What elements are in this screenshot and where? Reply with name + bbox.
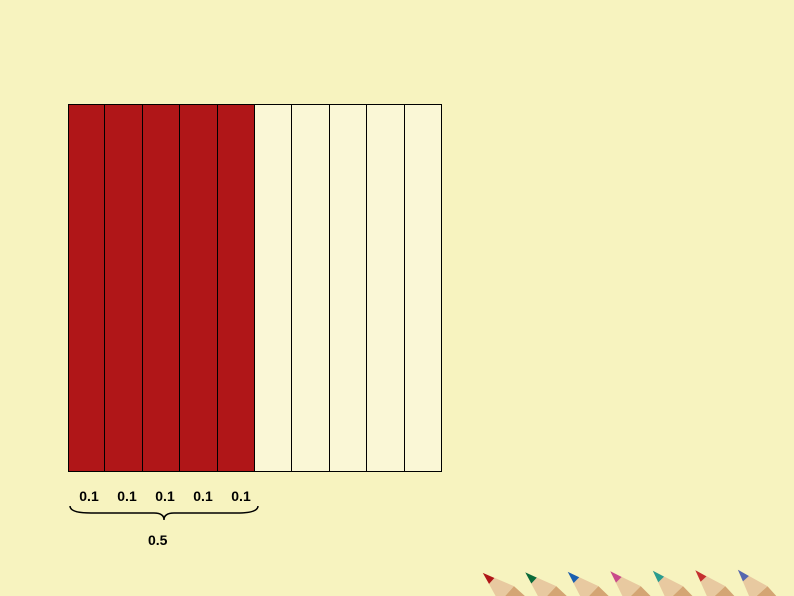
- grid-column: [330, 104, 367, 472]
- grid-column: [105, 104, 142, 472]
- grid-column: [180, 104, 217, 472]
- column-label: 0.1: [184, 488, 222, 504]
- grid-column: [367, 104, 404, 472]
- pencil-icon: [730, 562, 794, 596]
- grid-column: [218, 104, 255, 472]
- brace-path: [70, 506, 258, 520]
- grid-column: [68, 104, 105, 472]
- grid-column: [405, 104, 442, 472]
- pencil-icon: [687, 563, 794, 596]
- column-labels: 0.10.10.10.10.1: [70, 488, 260, 504]
- column-label: 0.1: [108, 488, 146, 504]
- column-label: 0.1: [222, 488, 260, 504]
- column-label: 0.1: [70, 488, 108, 504]
- column-label: 0.1: [146, 488, 184, 504]
- grid-column: [255, 104, 292, 472]
- grid-column: [292, 104, 329, 472]
- pencils-decoration: [474, 446, 794, 596]
- fraction-grid: [68, 104, 442, 472]
- brace-icon: [68, 504, 260, 522]
- grid-column: [143, 104, 180, 472]
- sum-label: 0.5: [148, 532, 167, 548]
